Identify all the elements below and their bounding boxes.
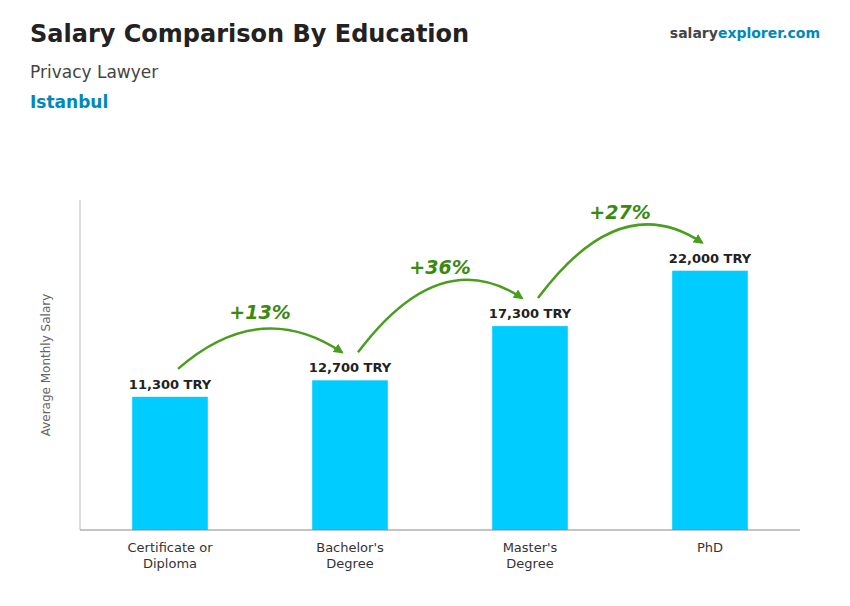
bar (492, 326, 568, 530)
data-label: 11,300 TRY (129, 377, 212, 392)
x-tick-label: Certificate orDiploma (128, 540, 214, 571)
source: salaryexplorer.com (670, 25, 820, 41)
data-label: 12,700 TRY (309, 360, 392, 375)
bar (672, 271, 748, 530)
data-label: 22,000 TRY (669, 251, 752, 266)
y-axis-line (80, 200, 81, 530)
source-part: salary (670, 25, 718, 41)
bar (312, 380, 388, 530)
bars (132, 271, 748, 530)
y-axis-label: Average Monthly Salary (39, 294, 53, 437)
growth-label: +36% (409, 256, 470, 278)
x-axis-line (80, 530, 800, 531)
growth-label: +13% (229, 301, 290, 323)
data-label: 17,300 TRY (489, 306, 572, 321)
growth-arrow (358, 280, 522, 353)
chart-svg: Salary Comparison By Education Privacy La… (0, 0, 850, 606)
source-part: explorer.com (718, 25, 820, 41)
subtitle: Privacy Lawyer (30, 62, 158, 82)
growth-arrow (538, 224, 702, 298)
x-tick-label: Master'sDegree (503, 540, 558, 571)
growth-arrow (178, 328, 342, 368)
x-tick-label: PhD (697, 540, 723, 555)
bar (132, 397, 208, 530)
chart-container: Salary Comparison By Education Privacy La… (0, 0, 850, 606)
x-tick-label: Bachelor'sDegree (316, 540, 384, 571)
title: Salary Comparison By Education (30, 20, 469, 48)
growth-label: +27% (589, 201, 650, 223)
subtitle: Istanbul (30, 92, 108, 112)
